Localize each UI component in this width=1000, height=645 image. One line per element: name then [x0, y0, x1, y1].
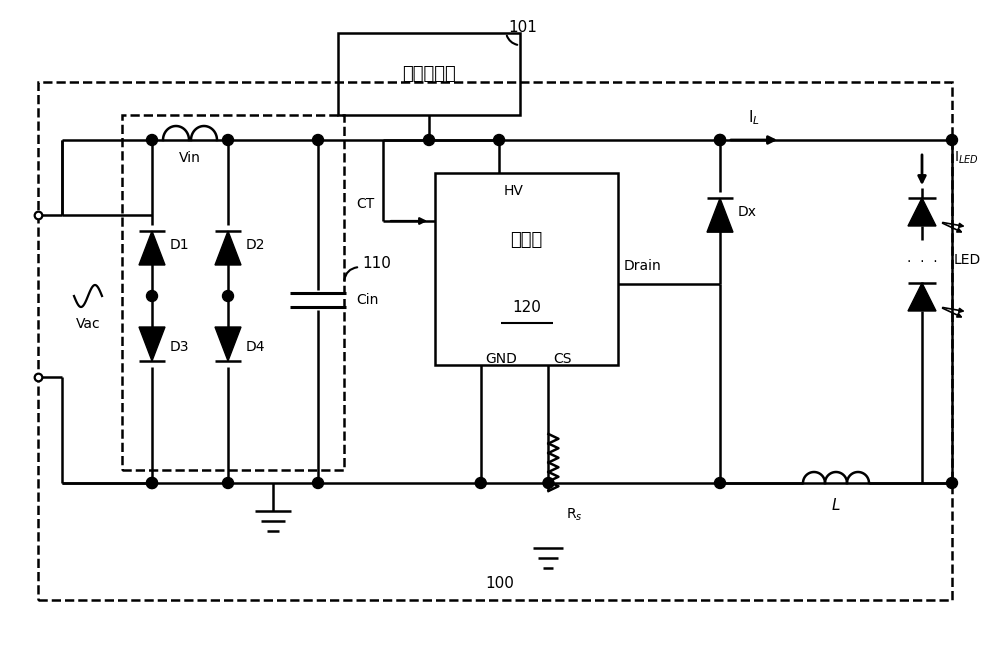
FancyArrowPatch shape — [344, 267, 357, 280]
Circle shape — [475, 477, 486, 488]
Polygon shape — [215, 327, 241, 361]
Text: 驱动器: 驱动器 — [510, 231, 543, 249]
Text: HV: HV — [504, 184, 524, 198]
Circle shape — [312, 477, 324, 488]
Text: I$_L$: I$_L$ — [748, 108, 760, 127]
Text: 120: 120 — [512, 300, 541, 315]
Circle shape — [543, 477, 554, 488]
Text: LED: LED — [954, 253, 981, 267]
Bar — [122, 115, 344, 470]
Text: Cin: Cin — [356, 293, 378, 307]
Circle shape — [946, 135, 958, 146]
Circle shape — [222, 135, 233, 146]
Circle shape — [222, 290, 233, 301]
Text: D2: D2 — [246, 238, 266, 252]
Polygon shape — [139, 231, 165, 265]
Circle shape — [222, 477, 233, 488]
Circle shape — [714, 135, 726, 146]
Text: 101: 101 — [508, 19, 537, 34]
Text: 红外感应器: 红外感应器 — [402, 65, 456, 83]
Text: GND: GND — [486, 352, 518, 366]
Text: L: L — [832, 497, 840, 513]
Text: ·  ·  ·: · · · — [907, 255, 937, 269]
Text: CT: CT — [357, 197, 375, 211]
Circle shape — [146, 477, 158, 488]
Circle shape — [312, 135, 324, 146]
Text: 110: 110 — [362, 255, 391, 270]
Bar — [338, 33, 520, 115]
Circle shape — [714, 135, 726, 146]
Bar — [38, 82, 952, 600]
Text: Dx: Dx — [738, 205, 757, 219]
Text: CS: CS — [553, 352, 572, 366]
Circle shape — [146, 477, 158, 488]
FancyArrowPatch shape — [507, 35, 517, 45]
Text: Vin: Vin — [179, 151, 201, 165]
Polygon shape — [908, 198, 936, 226]
Text: I$_{LED}$: I$_{LED}$ — [954, 150, 979, 166]
Polygon shape — [215, 231, 241, 265]
Polygon shape — [908, 283, 936, 311]
Circle shape — [494, 135, 505, 146]
Text: D4: D4 — [246, 340, 266, 354]
Text: D1: D1 — [170, 238, 190, 252]
Text: 100: 100 — [486, 575, 514, 591]
Text: D3: D3 — [170, 340, 190, 354]
Text: R$_s$: R$_s$ — [566, 507, 583, 523]
Circle shape — [146, 290, 158, 301]
Polygon shape — [139, 327, 165, 361]
Circle shape — [146, 135, 158, 146]
Circle shape — [424, 135, 434, 146]
Text: Vac: Vac — [76, 317, 100, 331]
Bar — [435, 173, 618, 365]
Text: Drain: Drain — [624, 259, 662, 273]
Polygon shape — [707, 198, 733, 232]
Circle shape — [946, 477, 958, 488]
Circle shape — [714, 477, 726, 488]
